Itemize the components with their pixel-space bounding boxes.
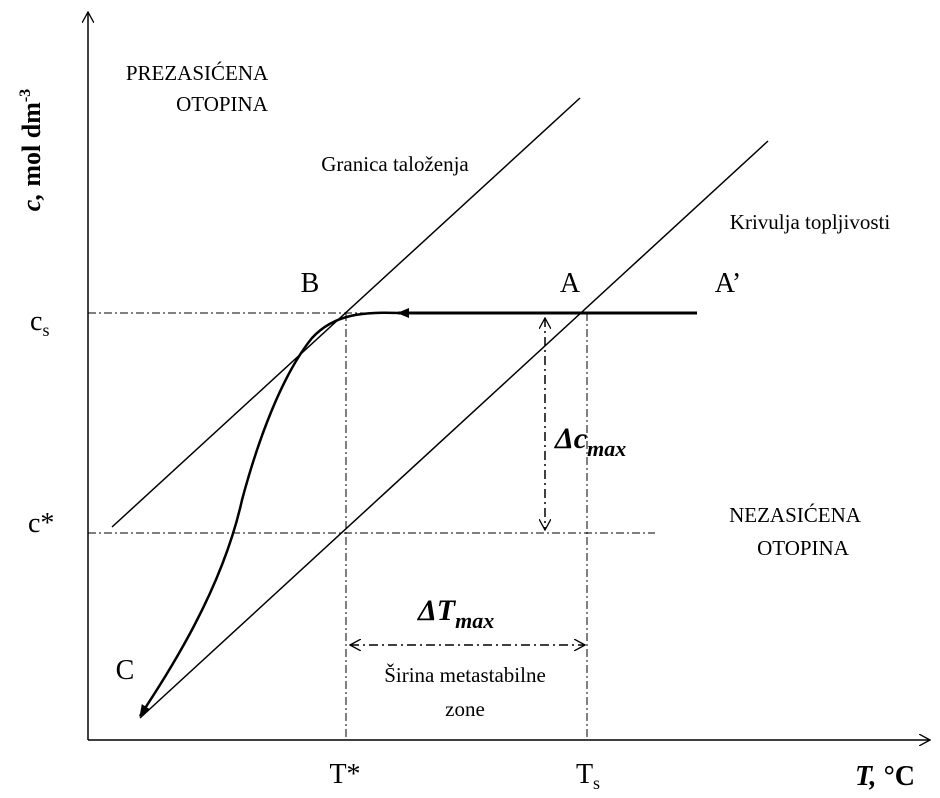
y-axis-label: c, mol dm-3 xyxy=(17,89,46,211)
level-label: Ts xyxy=(576,759,600,793)
delta-t-label: ΔTmax xyxy=(417,594,494,633)
curve-label: Krivulja topljivosti xyxy=(730,210,891,234)
axes xyxy=(88,12,930,740)
region-label: PREZASIĆENA xyxy=(126,61,269,85)
solubility-line xyxy=(139,140,769,719)
point-label: B xyxy=(301,268,320,299)
point-label: A xyxy=(560,268,581,299)
level-label: cs xyxy=(30,306,49,340)
point-label: C xyxy=(116,655,135,686)
region-label: OTOPINA xyxy=(176,92,269,116)
delta-c-label: Δcmax xyxy=(554,422,626,461)
zone-label: zone xyxy=(445,697,485,721)
point-label: A’ xyxy=(715,268,741,299)
region-label: NEZASIĆENA xyxy=(729,503,862,527)
curve-label: Granica taloženja xyxy=(321,152,469,176)
zone-label: Širina metastabilne xyxy=(384,663,546,687)
x-axis-label: T, °C xyxy=(855,761,915,792)
crystallization-path xyxy=(138,311,401,717)
region-label: OTOPINA xyxy=(757,536,850,560)
level-label: c* xyxy=(28,508,54,539)
level-label: T* xyxy=(329,759,360,790)
